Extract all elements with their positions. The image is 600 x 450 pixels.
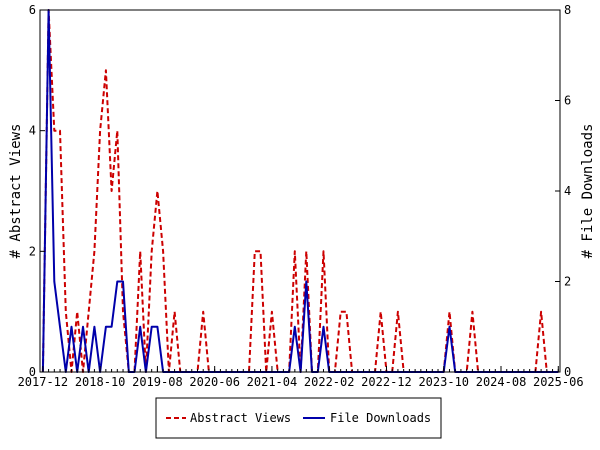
y-axis-label-left: # Abstract Views	[8, 124, 24, 259]
x-tick-label: 2019-08	[132, 375, 183, 389]
y-right-tick-label: 8	[564, 3, 571, 17]
x-tick-label: 2018-10	[75, 375, 126, 389]
y-right-tick-label: 4	[564, 184, 571, 198]
legend: Abstract Views File Downloads	[155, 397, 442, 439]
y-right-tick-label: 2	[564, 275, 571, 289]
x-tick-label: 2022-02	[304, 375, 355, 389]
legend-label-abstract-views: Abstract Views	[190, 411, 291, 425]
y-right-tick-label: 0	[564, 365, 571, 379]
plot-area	[40, 10, 560, 372]
y-left-tick-label: 6	[29, 3, 36, 17]
x-tick-label: 2021-04	[247, 375, 298, 389]
x-tick-label: 2024-08	[476, 375, 527, 389]
legend-box	[155, 397, 442, 439]
x-tick-label: 2022-12	[361, 375, 412, 389]
axes: 2017-12 2018-10 2019-08 2020-06 2021-04 2022-…	[18, 3, 584, 389]
y-right-tick-label: 6	[564, 94, 571, 108]
y-left-tick-label: 2	[29, 244, 36, 258]
x-tick-label: 2025-06	[533, 375, 584, 389]
y-axis-label-right: # File Downloads	[580, 124, 596, 259]
x-tick-label: 2023-10	[418, 375, 469, 389]
x-tick-label: 2020-06	[189, 375, 240, 389]
y-left-tick-label: 4	[29, 124, 36, 138]
plot-background	[40, 10, 560, 372]
y-left-tick-label: 0	[29, 365, 36, 379]
legend-label-file-downloads: File Downloads	[330, 411, 431, 425]
x-tick-label: 2017-12	[18, 375, 69, 389]
